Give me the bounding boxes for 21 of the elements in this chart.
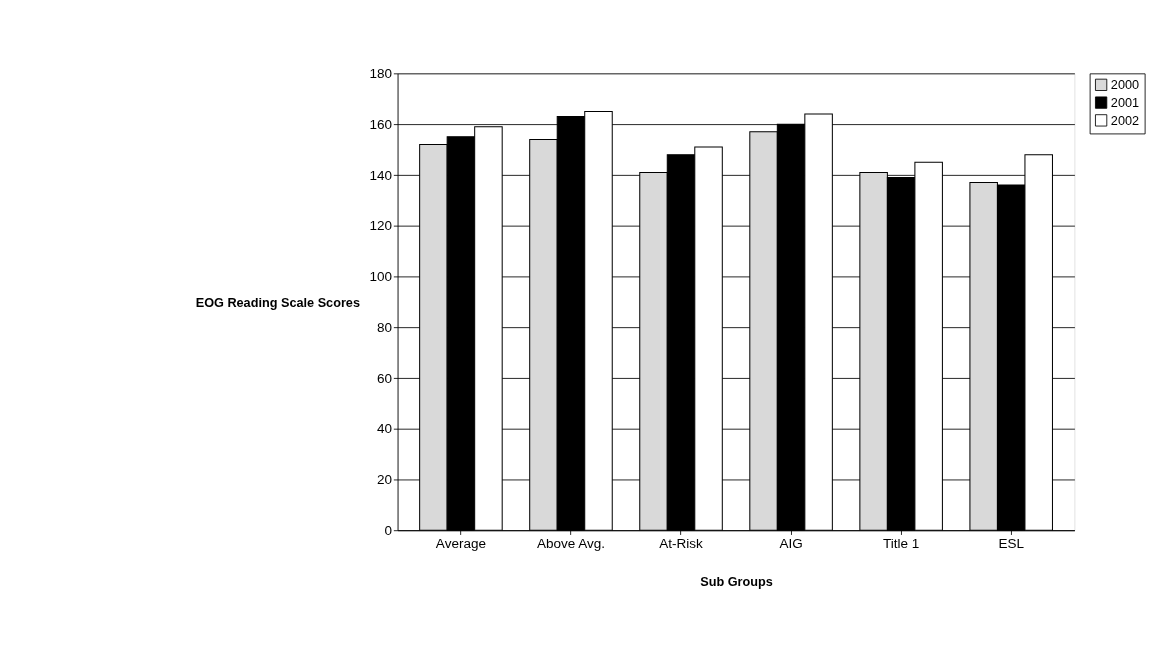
y-tick-label: 60 [377, 370, 393, 386]
y-tick-label: 120 [369, 218, 393, 234]
x-tick-label: ESL [998, 535, 1025, 551]
x-tick-label: AIG [779, 535, 803, 551]
y-tick-label: 80 [377, 319, 393, 335]
legend-label: 2001 [1110, 95, 1140, 110]
x-tick-label: Title 1 [882, 535, 920, 551]
y-axis-title: EOG Reading Scale Scores [195, 295, 360, 310]
y-tick-label: 20 [377, 472, 393, 488]
y-tick-label: 100 [369, 269, 393, 285]
x-axis-title: Sub Groups [700, 574, 773, 589]
y-tick-label: 160 [369, 116, 393, 132]
x-tick-label: Above Avg. [536, 535, 606, 551]
x-tick-label: At-Risk [659, 535, 704, 551]
y-tick-label: 180 [369, 66, 393, 82]
y-tick-label: 140 [369, 167, 393, 183]
y-tick-label: 40 [377, 421, 393, 437]
legend-label: 2000 [1110, 78, 1140, 93]
legend-label: 2002 [1110, 113, 1140, 128]
y-tick-label: 0 [384, 522, 393, 538]
x-tick-label: Average [435, 535, 486, 551]
